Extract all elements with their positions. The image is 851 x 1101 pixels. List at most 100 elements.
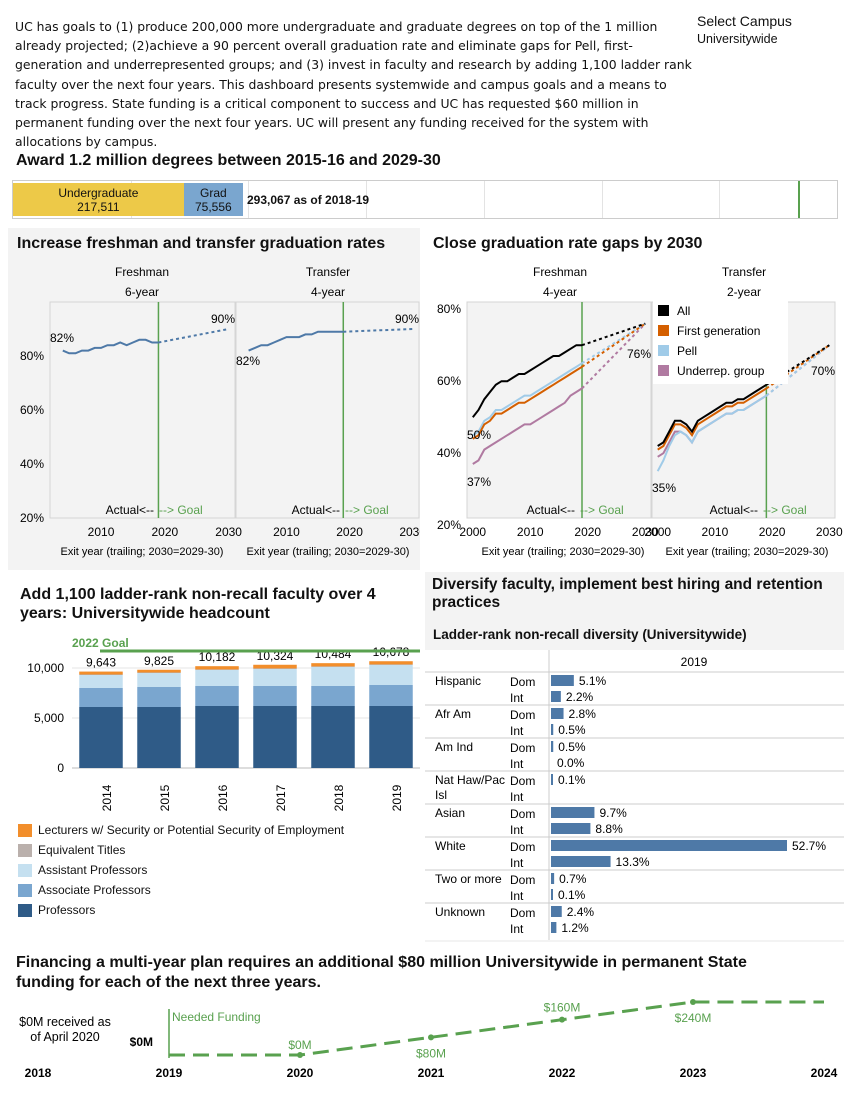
gap-freshman-sub: 4-year [543, 285, 577, 299]
legend-label: Underrep. group [677, 364, 765, 378]
degrees-bar: Undergraduate 217,511 Grad 75,556 293,06… [12, 180, 838, 219]
bar-total-label: 10,484 [315, 647, 352, 661]
transfer-panel-sub: 4-year [311, 285, 345, 299]
faculty-bar-segment [137, 687, 181, 707]
int-label: Int [510, 922, 524, 936]
x-tick-label: 2020 [759, 525, 786, 539]
legend-swatch [658, 345, 669, 356]
diversity-bar [551, 823, 591, 834]
transfer-x-axis-label: Exit year (trailing; 2030=2029-30) [247, 546, 410, 558]
y-tick-label: 40% [20, 457, 44, 471]
faculty-bar-segment [79, 674, 123, 675]
gap-transfer-x-axis-label: Exit year (trailing; 2030=2029-30) [666, 546, 829, 558]
funding-point-label: $160M [544, 1001, 581, 1015]
faculty-legend-item: Lecturers w/ Security or Potential Secur… [18, 820, 344, 840]
faculty-bar-segment [79, 688, 123, 707]
series-line [472, 387, 583, 465]
y-tick-label: 80% [20, 349, 44, 363]
undergrad-value: 217,511 [77, 200, 120, 214]
diversity-bar [551, 807, 595, 818]
diversity-value: 0.0% [557, 756, 585, 770]
bar-total-label: 10,182 [199, 650, 236, 664]
plot-area [235, 301, 420, 519]
x-tick-label: 2030 [215, 525, 242, 539]
funding-title-line2: funding for each of the next three years… [16, 974, 321, 991]
grad-label: Grad [199, 186, 227, 200]
degrees-gridline [719, 181, 721, 218]
degrees-gridline [248, 181, 250, 218]
legend-label: Lecturers w/ Security or Potential Secur… [38, 823, 345, 837]
transfer-actual-label: Actual<-- [292, 503, 340, 517]
x-tick-label: 2000 [459, 525, 486, 539]
faculty-bar-segment [195, 669, 239, 670]
diversity-bar [551, 906, 562, 917]
faculty-bar-segment [311, 666, 355, 667]
series-goal-line [581, 322, 646, 368]
series-goal-line [581, 322, 646, 347]
dom-label: Dom [510, 708, 535, 722]
plot-area [49, 301, 236, 519]
x-tick-label: 2014 [100, 784, 114, 811]
faculty-bar-segment [79, 671, 123, 675]
degrees-gridline [601, 181, 603, 218]
faculty-bar-segment [137, 669, 181, 673]
x-tick-label: 2030 [399, 525, 420, 539]
gap-transfer-actual-label: Actual<-- [710, 503, 758, 517]
dom-label: Dom [510, 741, 535, 755]
faculty-legend-item: Equivalent Titles [18, 840, 344, 860]
legend-label: Equivalent Titles [38, 843, 126, 857]
faculty-legend: Lecturers w/ Security or Potential Secur… [18, 820, 344, 920]
x-tick-label: 2024 [811, 1066, 838, 1080]
faculty-bar-segment [369, 661, 413, 665]
diversity-value: 0.5% [558, 740, 586, 754]
needed-funding-line [169, 1000, 824, 1057]
diversity-title-line2: practices [432, 594, 501, 611]
diversity-bar [551, 840, 787, 851]
legend-swatch [658, 325, 669, 336]
degrees-title: Award 1.2 million degrees between 2015-1… [16, 152, 441, 169]
dom-label: Dom [510, 774, 535, 788]
legend-swatch [18, 843, 32, 857]
gap-freshman-top-label: 50% [467, 428, 491, 442]
legend-label: All [677, 304, 690, 318]
group-label: Nat Haw/Pac [435, 773, 505, 787]
transfer-start-label: 82% [236, 354, 260, 368]
group-label: Hispanic [435, 674, 481, 688]
legend-swatch [18, 883, 32, 897]
group-label: Unknown [435, 905, 485, 919]
campus-selector[interactable]: Universitywide [697, 32, 778, 46]
diversity-bar [551, 922, 557, 933]
faculty-bar-segment [311, 706, 355, 768]
campus-selector-label: Select Campus [697, 13, 792, 29]
faculty-title-line2: years: Universitywide headcount [20, 605, 270, 622]
diversity-bar [551, 691, 561, 702]
diversity-title: Diversify faculty, implement best hiring… [432, 576, 823, 612]
faculty-legend-item: Associate Professors [18, 880, 344, 900]
x-tick-label: 2020 [151, 525, 178, 539]
series-line [472, 344, 582, 418]
faculty-legend-item: Assistant Professors [18, 860, 344, 880]
series-line [656, 394, 767, 472]
diversity-value: 2.2% [566, 690, 594, 704]
funding-point-label: $80M [416, 1046, 446, 1060]
funding-point [690, 999, 696, 1005]
faculty-bar-segment [253, 664, 297, 669]
freshman-goal-label: --> Goal [159, 503, 203, 517]
series-line [472, 365, 583, 440]
funding-chart: $0M $80M $160M $240M 2018 2019 2020 2021 2022 202… [19, 999, 838, 1080]
faculty-bar-segment [79, 675, 123, 688]
gap-transfer-bottom-label: 35% [652, 481, 676, 495]
legend-label: Associate Professors [38, 883, 151, 897]
diversity-value: 13.3% [616, 855, 650, 869]
gap-freshman-actual-label: Actual<-- [527, 503, 575, 517]
legend-label: Professors [38, 903, 96, 917]
diversity-value: 0.1% [558, 888, 586, 902]
legend-swatch [18, 823, 32, 837]
dom-label: Dom [510, 840, 535, 854]
transfer-end-label: 90% [395, 312, 419, 326]
x-tick-label: 2019 [156, 1066, 183, 1080]
diversity-bar [551, 724, 554, 735]
y-tick-label: 40% [437, 446, 461, 460]
funding-point [428, 1034, 434, 1041]
year-header: 2019 [681, 655, 708, 669]
